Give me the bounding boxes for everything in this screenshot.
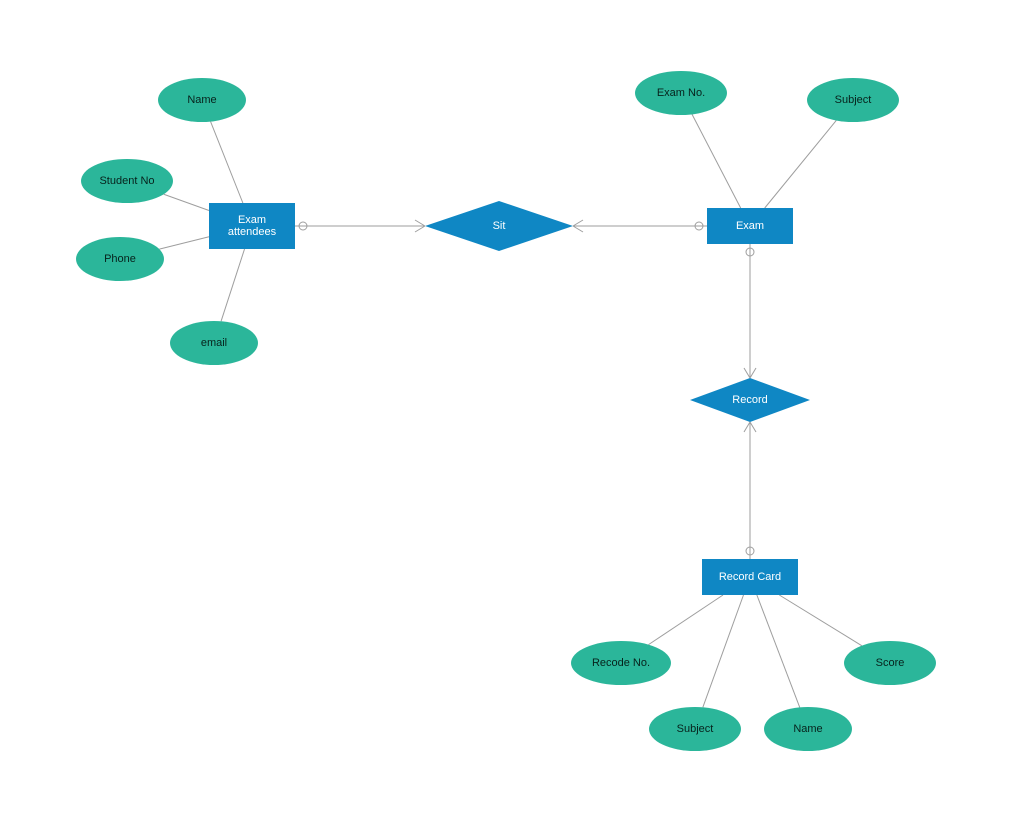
node-label: Phone [104, 253, 136, 265]
node-label: Sit [493, 220, 506, 232]
attr_name1: Name [158, 78, 246, 122]
node-label: Name [793, 723, 822, 735]
attr_score: Score [844, 641, 936, 685]
edge [703, 595, 744, 707]
node-label: Exam [736, 220, 764, 232]
nodes-layer: ExamattendeesExamRecord CardSitRecordNam… [76, 71, 936, 751]
edge [649, 595, 723, 645]
ent_exam_attendees: Examattendees [209, 203, 295, 249]
node-label: Student No [99, 175, 154, 187]
attr_recode_no: Recode No. [571, 641, 671, 685]
rel_record: Record [690, 378, 810, 422]
ent_record_card: Record Card [702, 559, 798, 595]
node-label: Subject [835, 94, 872, 106]
edge [765, 120, 837, 208]
attr_name2: Name [764, 707, 852, 751]
edge [211, 122, 243, 203]
node-label: email [201, 337, 227, 349]
edge [221, 249, 244, 321]
edge [744, 244, 756, 378]
attr_exam_no: Exam No. [635, 71, 727, 115]
edge [692, 114, 741, 208]
edge [295, 220, 425, 232]
attr_student_no: Student No [81, 159, 173, 203]
attr_subject1: Subject [807, 78, 899, 122]
edge [159, 237, 209, 249]
attr_subject2: Subject [649, 707, 741, 751]
node-label: Name [187, 94, 216, 106]
node-label: Recode No. [592, 657, 650, 669]
edge [779, 595, 861, 646]
ent_exam: Exam [707, 208, 793, 244]
er-diagram-canvas: ExamattendeesExamRecord CardSitRecordNam… [0, 0, 1024, 816]
edge [744, 422, 756, 559]
node-label: Exam [238, 214, 266, 226]
attr_phone: Phone [76, 237, 164, 281]
node-label: Record Card [719, 571, 781, 583]
edge [757, 595, 800, 707]
node-label: Exam No. [657, 87, 705, 99]
node-label: attendees [228, 226, 277, 238]
attr_email: email [170, 321, 258, 365]
edge [164, 194, 209, 210]
node-label: Subject [677, 723, 714, 735]
edge [573, 220, 707, 232]
node-label: Score [876, 657, 905, 669]
node-label: Record [732, 394, 767, 406]
rel_sit: Sit [425, 201, 573, 251]
